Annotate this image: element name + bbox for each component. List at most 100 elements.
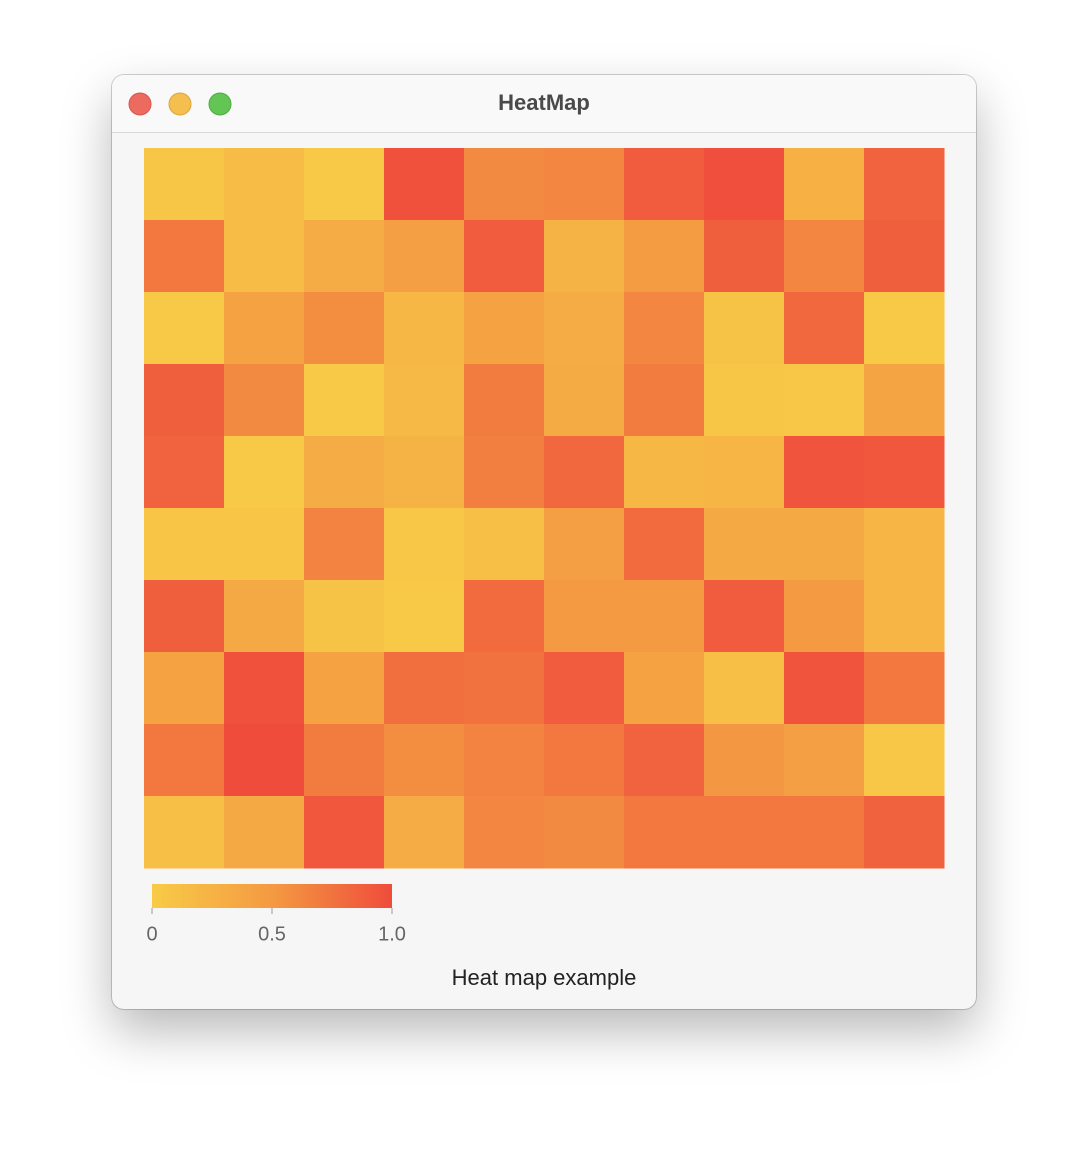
heat-cell <box>464 148 545 221</box>
heat-cell <box>384 796 465 869</box>
heat-cell <box>304 508 385 581</box>
heat-cell <box>544 724 625 797</box>
colorbar <box>152 884 392 908</box>
heat-cell <box>144 436 225 509</box>
heat-cell <box>544 364 625 437</box>
heat-cell <box>464 292 545 365</box>
heat-cell <box>144 508 225 581</box>
heat-cell <box>784 364 865 437</box>
heat-cell <box>704 436 785 509</box>
heat-cell <box>784 796 865 869</box>
heat-cell <box>544 508 625 581</box>
heat-cell <box>864 220 945 293</box>
heat-cell <box>704 220 785 293</box>
heat-cell <box>624 148 705 221</box>
heat-cell <box>864 580 945 653</box>
heat-cell <box>144 364 225 437</box>
heat-cell <box>624 436 705 509</box>
heat-cell <box>624 580 705 653</box>
heat-cell <box>784 148 865 221</box>
heat-cell <box>704 796 785 869</box>
heat-cell <box>384 580 465 653</box>
title-bar <box>112 75 976 132</box>
heat-cell <box>704 652 785 725</box>
heat-cell <box>544 580 625 653</box>
heat-cell <box>304 796 385 869</box>
heat-cell <box>384 508 465 581</box>
heat-cell <box>784 724 865 797</box>
heat-cell <box>464 220 545 293</box>
heat-cell <box>144 796 225 869</box>
zoom-button[interactable] <box>208 92 232 116</box>
heat-cell <box>464 436 545 509</box>
heat-cell <box>224 436 305 509</box>
heat-cell <box>704 508 785 581</box>
heat-cell <box>384 652 465 725</box>
heat-cell <box>304 652 385 725</box>
heat-cell <box>784 436 865 509</box>
heat-cell <box>784 580 865 653</box>
heat-cell <box>704 724 785 797</box>
minimize-button[interactable] <box>168 92 192 116</box>
heat-cell <box>544 292 625 365</box>
heat-cell <box>224 796 305 869</box>
heat-cell <box>864 148 945 221</box>
heat-cell <box>864 796 945 869</box>
heat-cell <box>704 580 785 653</box>
heat-cell <box>144 724 225 797</box>
heat-cell <box>384 364 465 437</box>
heat-cell <box>384 292 465 365</box>
heat-cell <box>464 508 545 581</box>
heat-cell <box>784 220 865 293</box>
heat-cell <box>224 292 305 365</box>
heat-cell <box>864 292 945 365</box>
heat-cell <box>544 652 625 725</box>
heat-cell <box>464 580 545 653</box>
heat-cell <box>384 436 465 509</box>
heat-cell <box>864 508 945 581</box>
heat-cell <box>864 364 945 437</box>
heat-cell <box>144 220 225 293</box>
heat-cell <box>784 652 865 725</box>
heat-cell <box>544 220 625 293</box>
heat-cell <box>464 652 545 725</box>
colorbar-tick-label: 0 <box>146 923 157 945</box>
heat-cell <box>864 652 945 725</box>
heat-cell <box>304 436 385 509</box>
heat-cell <box>224 364 305 437</box>
window-content: HeatMap Heat map example 0 0.5 1.0 <box>112 75 976 990</box>
heat-cell <box>304 220 385 293</box>
heat-cell <box>544 436 625 509</box>
heat-cell <box>624 220 705 293</box>
heat-cell <box>224 508 305 581</box>
heat-cell <box>224 148 305 221</box>
heat-cell <box>704 292 785 365</box>
colorbar-tick-label: 1.0 <box>378 923 406 945</box>
heat-cell <box>624 652 705 725</box>
heat-cell <box>144 580 225 653</box>
heat-cell <box>624 508 705 581</box>
heat-cell <box>464 796 545 869</box>
colorbar-tick-label: 0.5 <box>258 923 286 945</box>
close-button[interactable] <box>128 92 152 116</box>
heat-cell <box>144 148 225 221</box>
heat-cell <box>384 148 465 221</box>
heat-cell <box>384 220 465 293</box>
window-title: HeatMap <box>498 90 590 115</box>
heat-cell <box>304 292 385 365</box>
heat-cell <box>304 724 385 797</box>
heat-cell <box>624 796 705 869</box>
heat-cell <box>624 364 705 437</box>
heat-cell <box>304 148 385 221</box>
chart-title: Heat map example <box>452 965 637 990</box>
heat-cell <box>784 292 865 365</box>
heat-cell <box>544 148 625 221</box>
heat-cell <box>704 148 785 221</box>
heat-cell <box>224 724 305 797</box>
heat-cell <box>624 724 705 797</box>
heat-cell <box>544 796 625 869</box>
heat-cell <box>144 292 225 365</box>
heat-cell <box>304 580 385 653</box>
window: HeatMap Heat map example 0 0.5 1.0 <box>112 75 976 1009</box>
